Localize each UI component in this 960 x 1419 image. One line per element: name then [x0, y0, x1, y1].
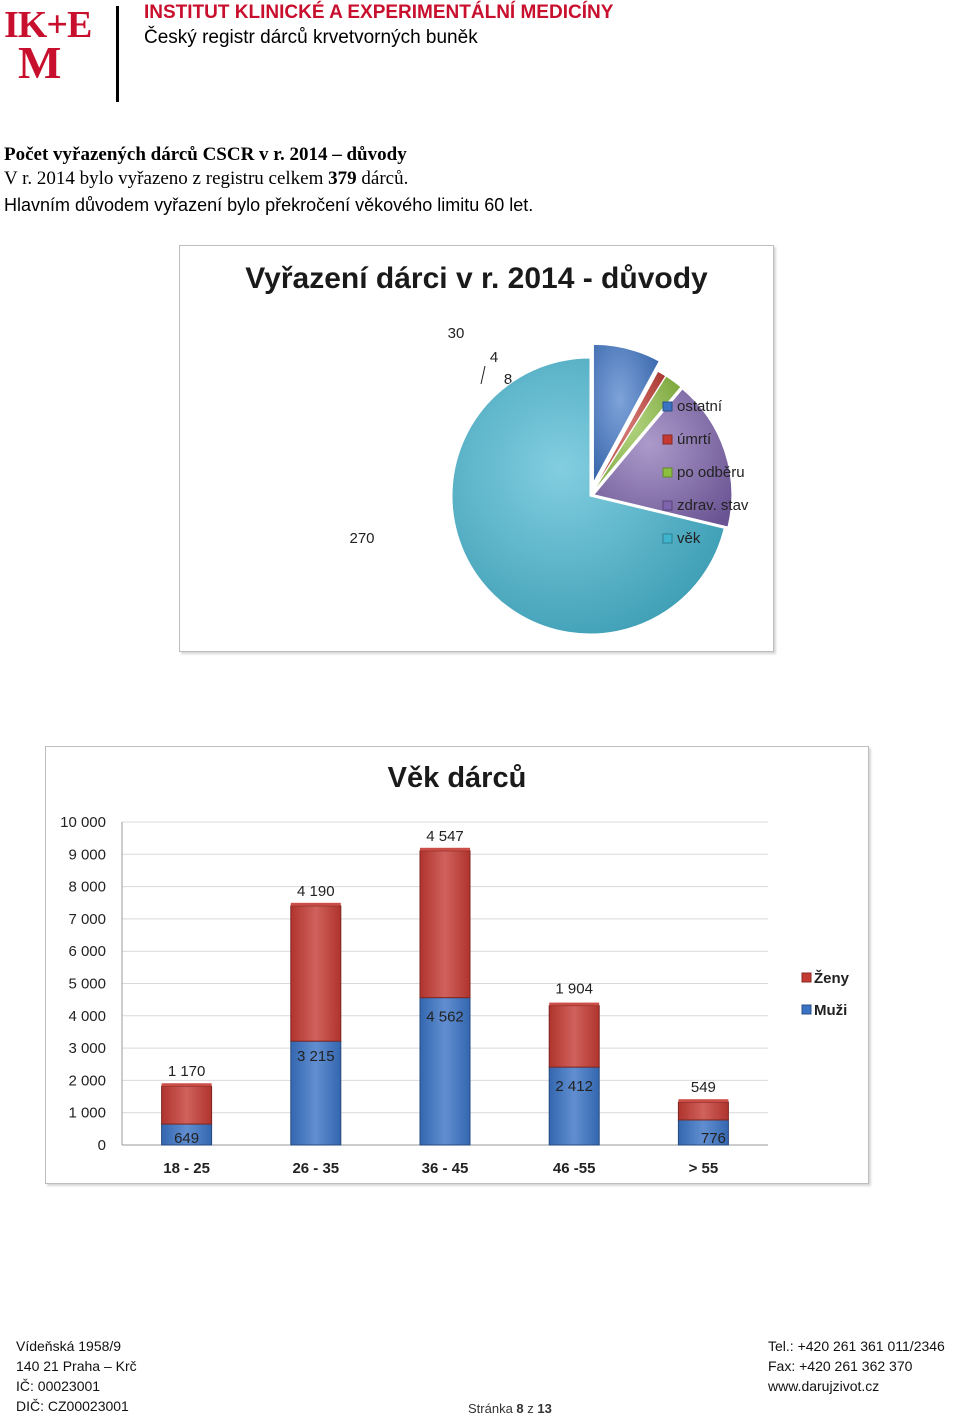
pie-leader-line: [480, 365, 486, 385]
bar-segment: [548, 1066, 600, 1146]
y-tick-label: 3 000: [68, 1040, 106, 1057]
x-tick-label: 46 -55: [553, 1160, 596, 1177]
bar-segment-top: [549, 1002, 600, 1006]
bar-segment: [677, 1101, 729, 1121]
y-tick-label: 8 000: [68, 879, 106, 896]
footer-fax: Fax: +420 261 362 370: [768, 1358, 913, 1374]
footer-contact: Tel.: +420 261 361 011/2346 Fax: +420 26…: [768, 1336, 945, 1396]
intro-summary: V r. 2014 bylo vyřazeno z registru celke…: [4, 167, 533, 191]
bar-data-label: 3 215: [297, 1048, 335, 1065]
pie-slice: [451, 357, 725, 635]
footer-ic: IČ: 00023001: [16, 1378, 101, 1394]
legend-label: Muži: [814, 1002, 847, 1019]
logo-top-text: IK+E: [4, 4, 92, 46]
footer-address: Vídeňská 1958/9 140 21 Praha – Krč IČ: 0…: [16, 1336, 137, 1416]
legend-swatch: [801, 972, 812, 983]
pie-slice: [592, 343, 660, 483]
registry-name: Český registr dárců krvetvorných buněk: [144, 27, 478, 48]
page-mid: z: [523, 1401, 538, 1416]
legend-swatch: [801, 1004, 812, 1015]
pie-data-label: 270: [349, 530, 374, 547]
legend-swatch: [662, 500, 673, 511]
footer-dic: DIČ: CZ00023001: [16, 1398, 129, 1414]
bar-segment-top: [678, 1099, 729, 1103]
legend-label: Ženy: [814, 969, 850, 987]
bar-chart: Věk dárců 0 1 000 2 000 3 000 4 000 5 000 6 00…: [45, 746, 869, 1184]
page-number: Stránka 8 z 13: [468, 1399, 552, 1419]
y-tick-label: 9 000: [68, 846, 106, 863]
bar-chart-title: Věk dárců: [387, 762, 527, 794]
bar-data-label: 1 170: [168, 1063, 206, 1080]
legend-swatch: [662, 467, 673, 478]
y-tick-label: 6 000: [68, 943, 106, 960]
pie-data-label: 30: [448, 325, 465, 342]
legend-swatch: [662, 401, 673, 412]
bar-data-label: 649: [174, 1130, 199, 1147]
legend-label: po odběru: [677, 464, 745, 481]
legend-label: úmrtí: [677, 431, 712, 448]
y-tick-label: 2 000: [68, 1072, 106, 1089]
bar-segment-top: [290, 902, 341, 906]
bar-data-label: 4 547: [426, 828, 464, 845]
pie-chart: Vyřazení dárci v r. 2014 - důvody 304867…: [179, 245, 774, 652]
legend-label: zdrav. stav: [677, 497, 749, 514]
legend-swatch: [662, 434, 673, 445]
legend-swatch: [662, 533, 673, 544]
intro-heading: Počet vyřazených dárců CSCR v r. 2014 – …: [4, 144, 407, 165]
bar-segment: [419, 850, 471, 999]
bar-data-label: 2 412: [555, 1078, 593, 1095]
page-current: 8: [516, 1401, 524, 1416]
pie-chart-title: Vyřazení dárci v r. 2014 - důvody: [245, 262, 708, 295]
bar-segment-top: [161, 1083, 212, 1087]
ikem-logo: IK+E M: [4, 4, 100, 88]
footer-tel: Tel.: +420 261 361 011/2346: [768, 1338, 945, 1354]
bar-chart-svg: 0 1 000 2 000 3 000 4 000 5 000 6 000 7 000 8 00…: [60, 814, 850, 1177]
bar-segment-top: [420, 847, 470, 851]
pie-data-label: 8: [504, 371, 512, 388]
y-tick-label: 1 000: [68, 1105, 106, 1122]
x-tick-label: 18 - 25: [163, 1160, 210, 1177]
bar-segment: [290, 905, 342, 1042]
bar-data-label: 4 562: [426, 1009, 464, 1026]
y-tick-label: 4 000: [68, 1008, 106, 1025]
x-tick-label: 26 - 35: [292, 1160, 339, 1177]
intro-summary-suffix: dárců.: [356, 168, 409, 189]
page-prefix: Stránka: [468, 1401, 517, 1416]
footer-web[interactable]: www.darujzivot.cz: [768, 1378, 880, 1394]
x-tick-label: > 55: [689, 1160, 719, 1177]
bar-segment: [548, 1005, 600, 1068]
logo-bottom-text: M: [18, 37, 62, 88]
legend-label: ostatní: [677, 398, 723, 415]
footer-street: Vídeňská 1958/9: [16, 1338, 122, 1354]
bar-data-label: 776: [701, 1130, 726, 1147]
header-divider: [116, 6, 119, 102]
y-tick-label: 5 000: [68, 976, 106, 993]
bar-data-label: 1 904: [555, 981, 593, 998]
intro-summary-prefix: V r. 2014 bylo vyřazeno z registru celke…: [4, 168, 329, 189]
intro-reason: Hlavním důvodem vyřazení bylo překročení…: [4, 195, 534, 215]
institute-name: INSTITUT KLINICKÉ A EXPERIMENTÁLNÍ MEDIC…: [144, 2, 614, 23]
legend-label: věk: [677, 530, 701, 547]
bar-segment: [290, 1040, 342, 1146]
bar-data-label: 549: [691, 1079, 716, 1096]
x-tick-label: 36 - 45: [422, 1160, 469, 1177]
footer-city: 140 21 Praha – Krč: [16, 1358, 137, 1374]
bar-data-label: 4 190: [297, 883, 335, 900]
y-tick-label: 7 000: [68, 911, 106, 928]
intro-summary-count: 379: [328, 168, 357, 189]
page-total: 13: [537, 1401, 552, 1416]
pie-slice: [591, 375, 682, 494]
pie-data-label: 4: [490, 349, 498, 366]
bar-segment: [161, 1085, 213, 1125]
y-tick-label: 0: [98, 1137, 106, 1154]
intro-text: Počet vyřazených dárců CSCR v r. 2014 – …: [4, 143, 533, 219]
pie-slice: [592, 388, 733, 528]
y-tick-label: 10 000: [60, 814, 106, 831]
